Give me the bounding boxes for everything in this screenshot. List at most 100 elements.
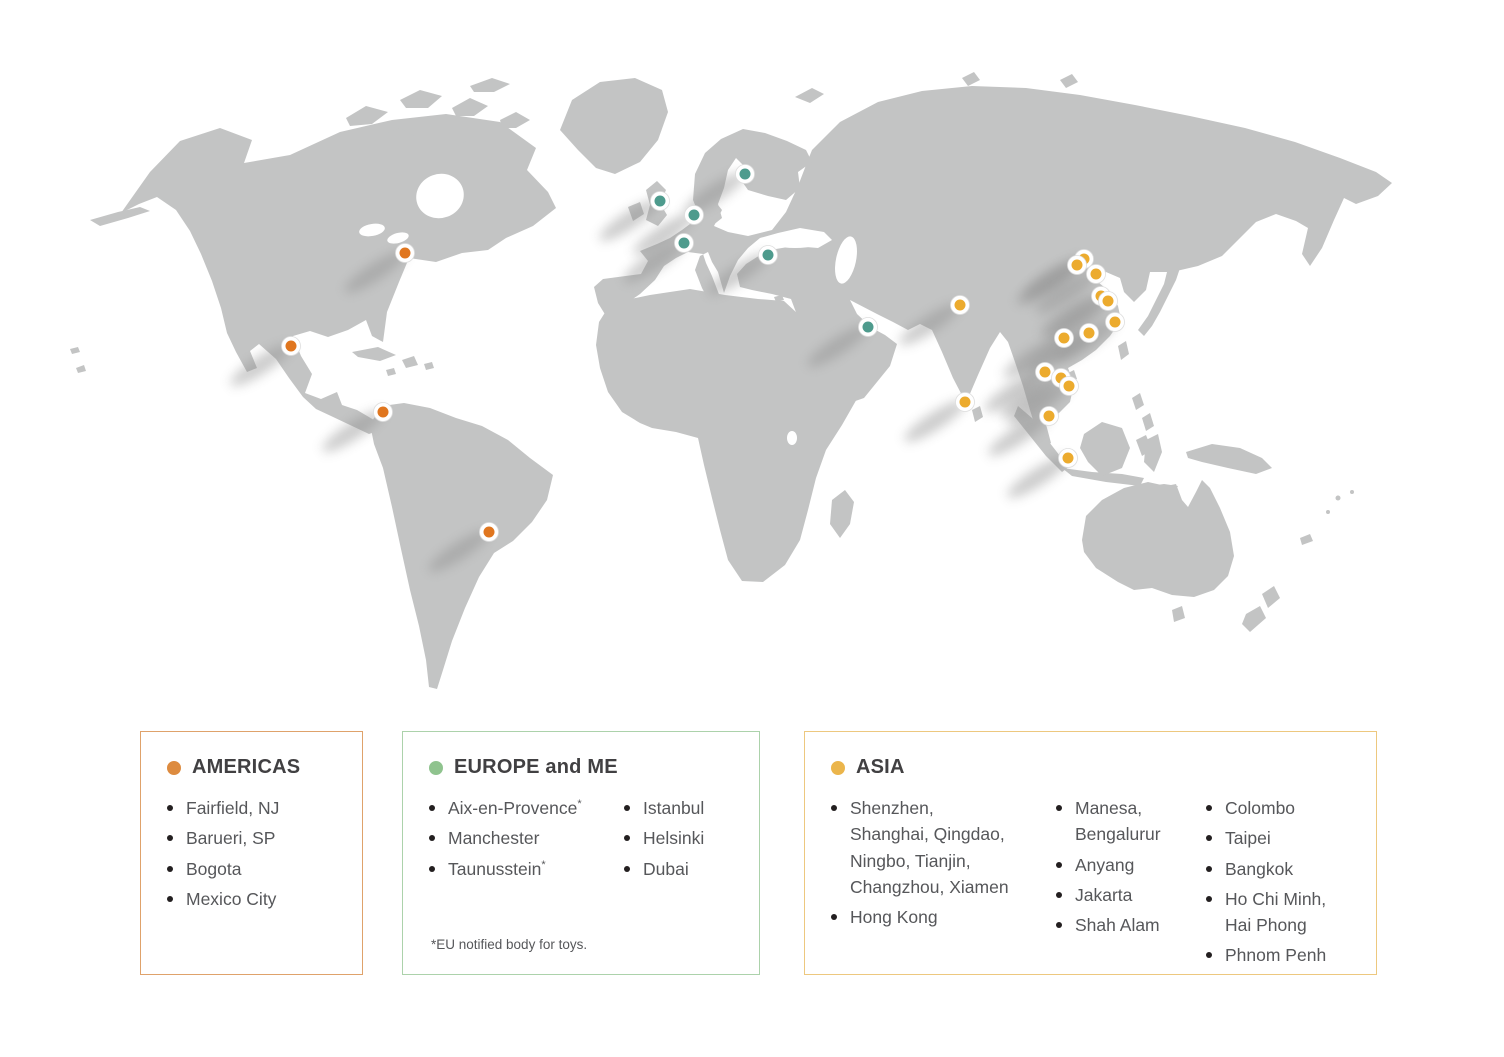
map-marker-europe_me	[650, 191, 670, 211]
arctic-island	[470, 78, 510, 92]
map-marker-asia	[1054, 328, 1074, 348]
legend-header-asia: ASIA	[831, 756, 1376, 779]
map-marker-asia	[955, 392, 975, 412]
marker-shadow	[633, 213, 695, 255]
map-marker-europe_me	[735, 164, 755, 184]
map-water-holes	[359, 173, 857, 445]
arctic-island	[380, 128, 414, 144]
island-hispaniola	[402, 356, 418, 368]
marker-shadow	[904, 400, 966, 442]
great-lake	[359, 223, 385, 237]
island-japan	[1138, 256, 1182, 336]
marker-shadow	[322, 410, 384, 452]
map-markers-layer	[281, 164, 1125, 542]
island-cuba	[352, 347, 396, 361]
map-marker-americas	[479, 522, 499, 542]
marker-shadow	[807, 325, 869, 367]
island-puerto-rico	[424, 362, 434, 370]
map-marker-asia	[950, 295, 970, 315]
arctic-island	[438, 132, 468, 148]
map-marker-asia	[1067, 255, 1087, 275]
island-novaya-zemlya	[864, 102, 890, 132]
island-new-zealand-north	[1262, 586, 1280, 608]
arctic-island	[346, 106, 388, 126]
island-new-guinea	[1186, 444, 1272, 474]
map-marker-asia	[1035, 362, 1055, 382]
bullet-icon	[167, 895, 173, 902]
legend-title-europe-me: EUROPE and ME	[454, 756, 618, 778]
island-philippines	[1142, 413, 1154, 431]
island-borneo	[1080, 422, 1130, 476]
island-madagascar	[830, 490, 854, 538]
marker-shadow	[230, 344, 292, 386]
island-tasmania	[1172, 606, 1185, 622]
world-map	[70, 72, 1392, 689]
island-taiwan	[1118, 341, 1129, 360]
legend-title-americas: AMERICAS	[192, 756, 301, 778]
island-fiji	[1326, 510, 1330, 514]
bullet-icon	[1056, 861, 1062, 868]
city-item: Bogota	[167, 856, 362, 882]
map-marker-americas	[373, 402, 393, 422]
city-item: Istanbul	[624, 795, 744, 821]
city-item: Manesa, Bengalurur	[1056, 795, 1206, 848]
marker-shadow	[1016, 263, 1078, 305]
bullet-icon	[1206, 805, 1212, 811]
map-marker-europe_me	[674, 233, 694, 253]
europe-me-columns: Aix-en-Provence* Manchester Taunusstein*…	[429, 795, 759, 886]
marker-shadow	[984, 370, 1046, 412]
arctic-island	[500, 112, 530, 128]
island-severnaya	[962, 72, 980, 86]
landmass-eurasia	[594, 86, 1392, 447]
marker-shadow	[428, 530, 490, 572]
island-new-zealand-south	[1242, 606, 1266, 632]
map-marker-europe_me	[684, 205, 704, 225]
asia-columns: Shenzhen, Shanghai, Qingdao, Ningbo, Tia…	[831, 795, 1376, 973]
city-item: Bangkok	[1206, 856, 1376, 882]
city-item: Ho Chi Minh, Hai Phong	[1206, 886, 1376, 939]
black-sea	[766, 232, 824, 248]
asia-dot-icon	[831, 760, 845, 775]
landmass-africa	[596, 289, 858, 582]
marker-shadow	[623, 241, 685, 283]
marker-shadow	[707, 253, 769, 295]
marker-shadows-layer	[230, 172, 1116, 572]
eu-footnote: *EU notified body for toys.	[431, 937, 588, 952]
bullet-icon	[167, 835, 173, 842]
map-marker-asia	[1059, 376, 1079, 396]
island-fiji	[1335, 495, 1341, 501]
legend-title-asia: ASIA	[856, 756, 905, 778]
baltic-sea	[722, 210, 748, 228]
bullet-icon	[624, 865, 630, 872]
island-pacific	[70, 347, 80, 354]
city-item: Shah Alam	[1056, 912, 1206, 938]
marker-shadow	[1008, 384, 1070, 426]
marker-shadow	[1035, 272, 1097, 314]
landmass-australia	[1082, 480, 1234, 597]
marker-shadow	[344, 251, 406, 293]
legend-header-europe-me: EUROPE and ME	[429, 756, 759, 779]
europe-me-city-list-1: Aix-en-Provence* Manchester Taunusstein*	[429, 795, 624, 886]
europe-me-city-list-2: Istanbul Helsinki Dubai	[624, 795, 744, 886]
map-marker-europe_me	[858, 317, 878, 337]
bullet-icon	[1206, 835, 1212, 842]
marker-shadow	[899, 303, 961, 345]
island-galapagos	[76, 365, 86, 373]
arctic-island	[400, 90, 442, 108]
island-sulawesi	[1144, 434, 1162, 472]
island-jamaica	[386, 368, 396, 376]
bullet-icon	[1056, 891, 1062, 898]
asia-city-list-1: Shenzhen, Shanghai, Qingdao, Ningbo, Tia…	[831, 795, 1056, 973]
island-sakhalin	[1158, 216, 1174, 244]
caspian-sea	[835, 236, 857, 284]
legend-box-americas: AMERICAS Fairfield, NJ Barueri, SP Bogot…	[140, 731, 363, 975]
map-marker-asia	[1086, 264, 1106, 284]
footnote-mark: *	[577, 798, 582, 811]
bullet-icon	[1056, 922, 1062, 928]
island-sri-lanka	[972, 406, 983, 422]
landmass-aleutians	[90, 207, 150, 226]
island-new-caledonia	[1300, 534, 1313, 545]
map-marker-europe_me	[758, 245, 778, 265]
island-new-siberian	[1060, 74, 1078, 88]
